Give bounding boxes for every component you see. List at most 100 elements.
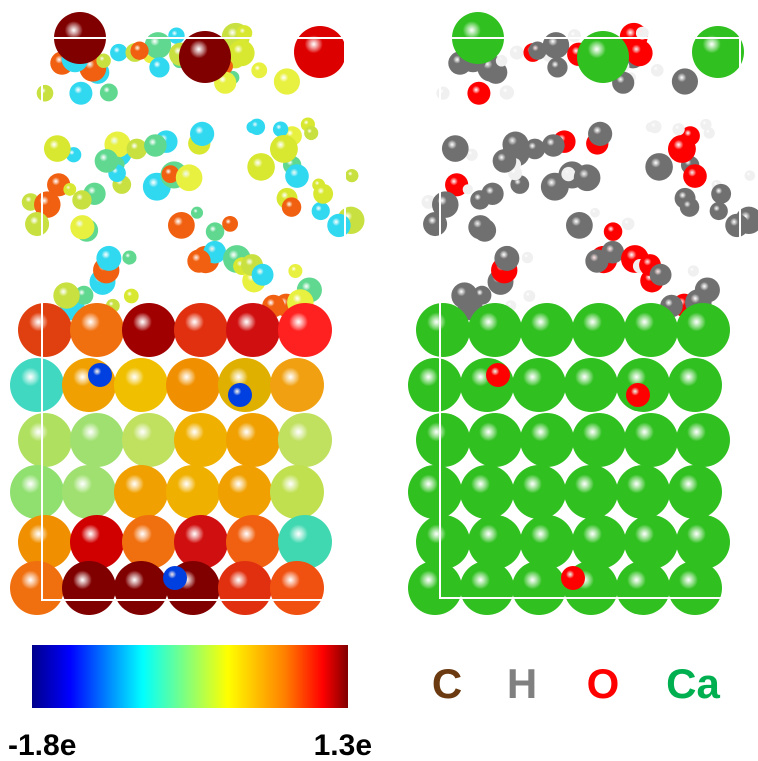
atom — [205, 222, 225, 241]
atom — [278, 413, 332, 467]
element-panel — [408, 12, 758, 615]
atom — [649, 263, 672, 286]
atom — [687, 265, 699, 277]
atom — [645, 153, 673, 181]
atom — [285, 164, 309, 188]
atom — [122, 250, 137, 265]
atom — [288, 264, 303, 279]
atom — [174, 303, 228, 357]
atom — [187, 249, 211, 273]
atom — [635, 26, 649, 40]
atom — [123, 288, 139, 304]
atom — [472, 285, 492, 305]
atom — [572, 515, 626, 569]
atom — [96, 53, 111, 68]
atom — [408, 561, 462, 615]
atom — [270, 465, 324, 519]
atom — [166, 358, 220, 412]
atom — [251, 263, 274, 286]
atom — [74, 285, 94, 305]
atom — [650, 63, 664, 77]
atom — [36, 84, 54, 102]
atom — [70, 515, 124, 569]
atom — [468, 303, 522, 357]
atom — [512, 358, 566, 412]
atom — [564, 358, 618, 412]
atom — [144, 32, 172, 59]
atom — [509, 45, 524, 60]
atom — [462, 184, 473, 195]
legend-label: H — [507, 660, 537, 707]
atom — [311, 201, 330, 221]
atom — [709, 201, 728, 221]
atom — [218, 561, 272, 615]
atom — [626, 39, 653, 67]
atom — [10, 561, 64, 615]
atom — [25, 212, 50, 237]
atom — [247, 153, 275, 181]
atom — [436, 86, 450, 100]
atom — [416, 515, 470, 569]
atom — [10, 465, 64, 519]
atom — [416, 413, 470, 467]
atom — [313, 183, 334, 204]
atom — [492, 149, 517, 173]
atom — [122, 413, 176, 467]
atom — [547, 57, 568, 78]
atom — [460, 465, 514, 519]
atom — [278, 515, 332, 569]
atom — [179, 31, 231, 83]
atom — [272, 121, 289, 137]
colorbar — [32, 645, 348, 708]
atom — [465, 148, 478, 161]
charge-panel — [10, 12, 365, 615]
colorbar-min-label: -1.8e — [8, 729, 76, 761]
atom — [416, 303, 470, 357]
atom — [149, 57, 170, 78]
atom — [190, 206, 204, 219]
atom — [126, 138, 148, 160]
atom — [520, 303, 574, 357]
atom — [248, 118, 266, 135]
atom — [270, 358, 324, 412]
atom — [345, 168, 359, 183]
atom — [585, 249, 609, 273]
atom — [668, 561, 722, 615]
atom — [122, 515, 176, 569]
atom — [703, 127, 715, 139]
atom — [616, 561, 670, 615]
atom — [69, 81, 93, 105]
atom — [616, 465, 670, 519]
atom — [99, 83, 118, 102]
atom — [96, 245, 122, 271]
atom — [567, 29, 581, 43]
atom — [175, 164, 203, 192]
atom — [53, 282, 80, 309]
atom — [161, 165, 180, 184]
atom — [624, 303, 678, 357]
atom — [512, 465, 566, 519]
atom — [524, 138, 546, 160]
atom — [423, 212, 448, 237]
atom — [122, 303, 176, 357]
atom — [70, 215, 95, 240]
atom — [441, 135, 469, 162]
atom — [572, 303, 626, 357]
atom — [725, 213, 749, 238]
atom — [542, 32, 570, 59]
atom — [62, 465, 116, 519]
atom — [744, 170, 756, 181]
atom — [10, 358, 64, 412]
atom — [174, 515, 228, 569]
atom — [468, 215, 493, 240]
legend-label: C — [432, 660, 462, 707]
atom — [494, 245, 520, 271]
atom — [294, 26, 346, 78]
atom — [668, 465, 722, 519]
atom — [281, 197, 302, 217]
colorbar-max-label: 1.3e — [314, 729, 372, 761]
atom — [486, 363, 510, 387]
atom — [228, 383, 252, 407]
atom — [408, 358, 462, 412]
